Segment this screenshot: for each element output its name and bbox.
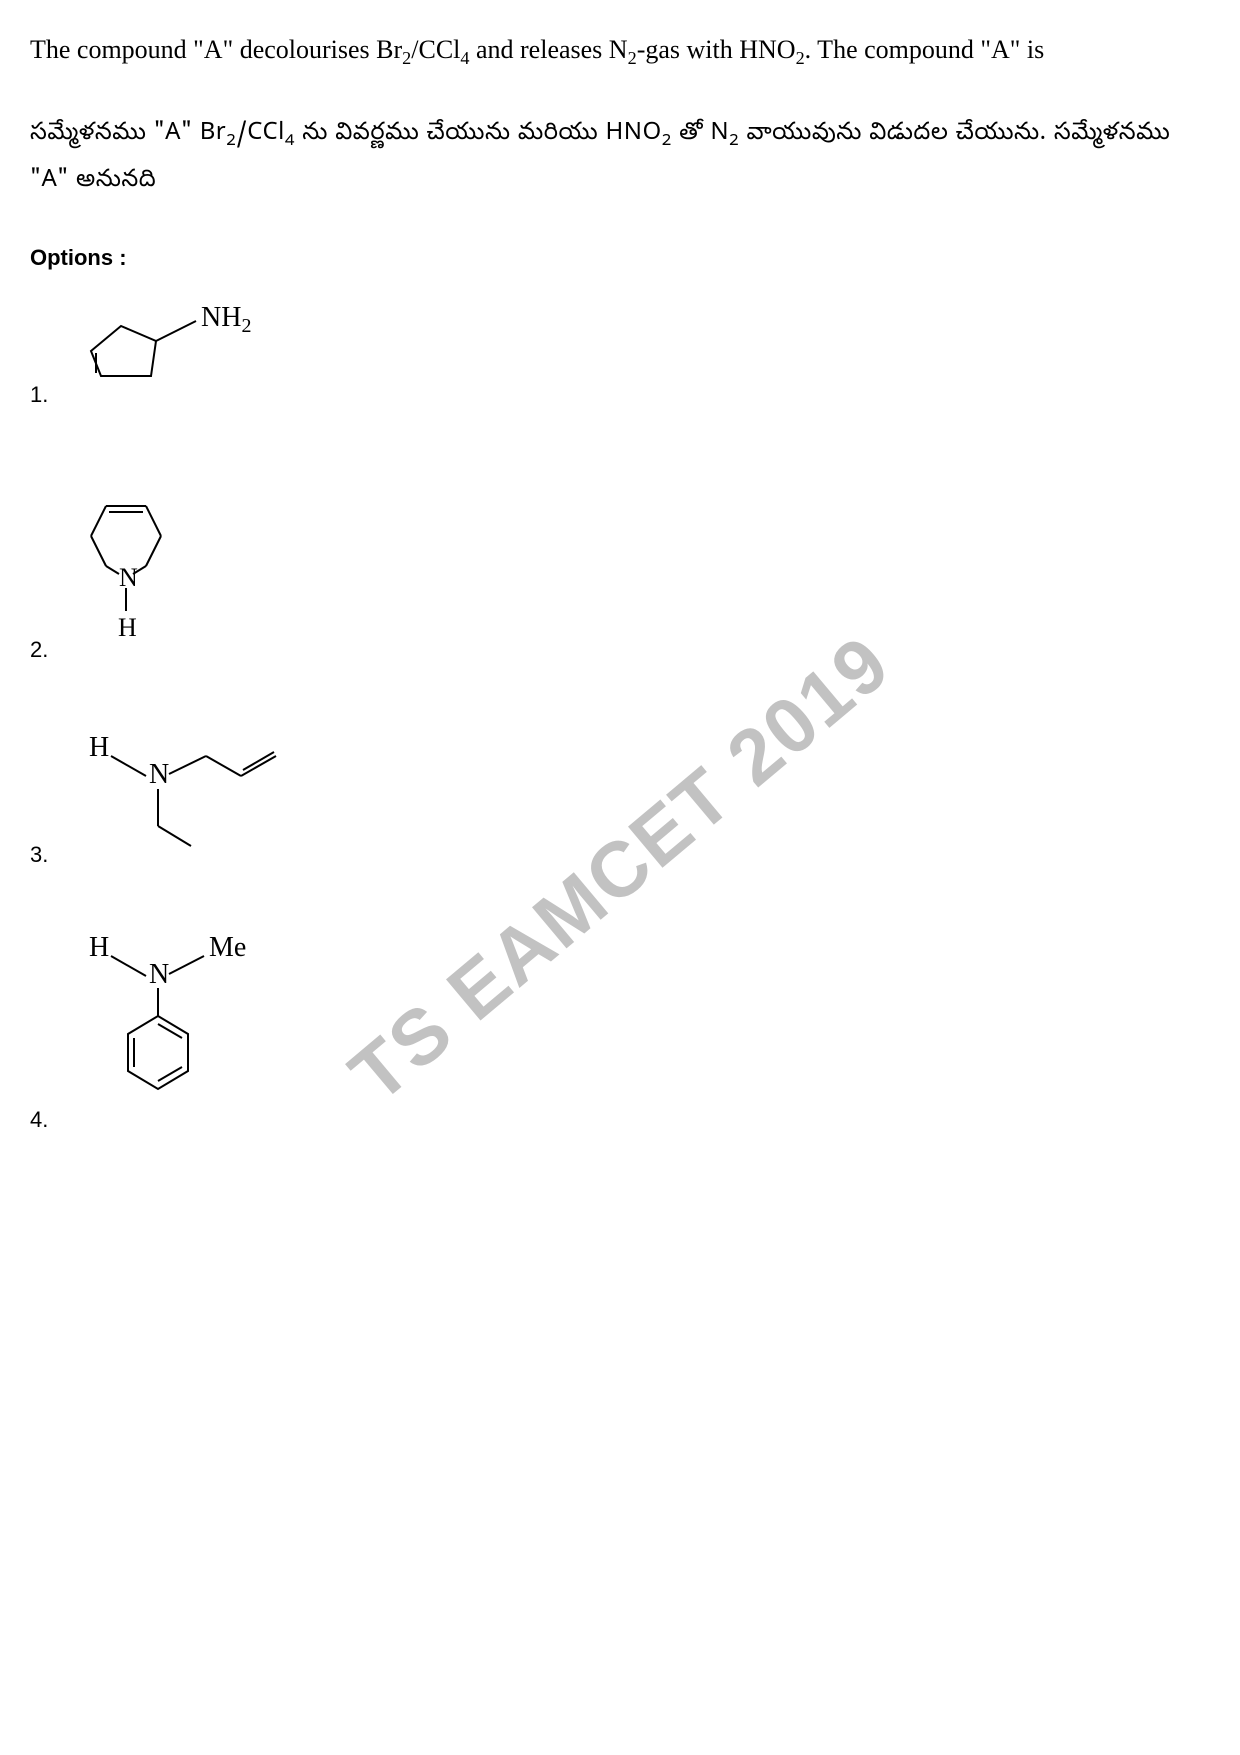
- structure-3: H N: [61, 721, 321, 876]
- option-2: 2. N H: [30, 466, 1210, 671]
- structure-2: N H: [61, 466, 201, 671]
- h-atom-label: H: [89, 932, 109, 963]
- option-number: 3.: [30, 842, 48, 876]
- options-heading: Options :: [30, 245, 1210, 271]
- n-atom-label: N: [149, 759, 169, 790]
- option-3: 3. H N: [30, 721, 1210, 876]
- structure-1: NH2: [61, 291, 261, 416]
- question-english: The compound "A" decolourises Br2/CCl4 a…: [30, 30, 1210, 72]
- option-number: 2.: [30, 637, 48, 671]
- option-number: 1.: [30, 382, 48, 416]
- nh2-label: NH2: [201, 302, 251, 337]
- option-number: 4.: [30, 1107, 48, 1141]
- h-atom-label: H: [118, 613, 137, 642]
- option-1: 1. NH2: [30, 291, 1210, 416]
- question-telugu: సమ్మేళనము "A" Br2/CCl4 ను వివర్ణము చేయున…: [30, 112, 1210, 204]
- structure-4: H N Me: [61, 926, 281, 1141]
- h-atom-label: H: [89, 732, 109, 763]
- option-4: 4. H N Me: [30, 926, 1210, 1141]
- n-atom-label: N: [149, 959, 169, 990]
- n-atom-label: N: [119, 563, 138, 592]
- me-label: Me: [209, 932, 246, 963]
